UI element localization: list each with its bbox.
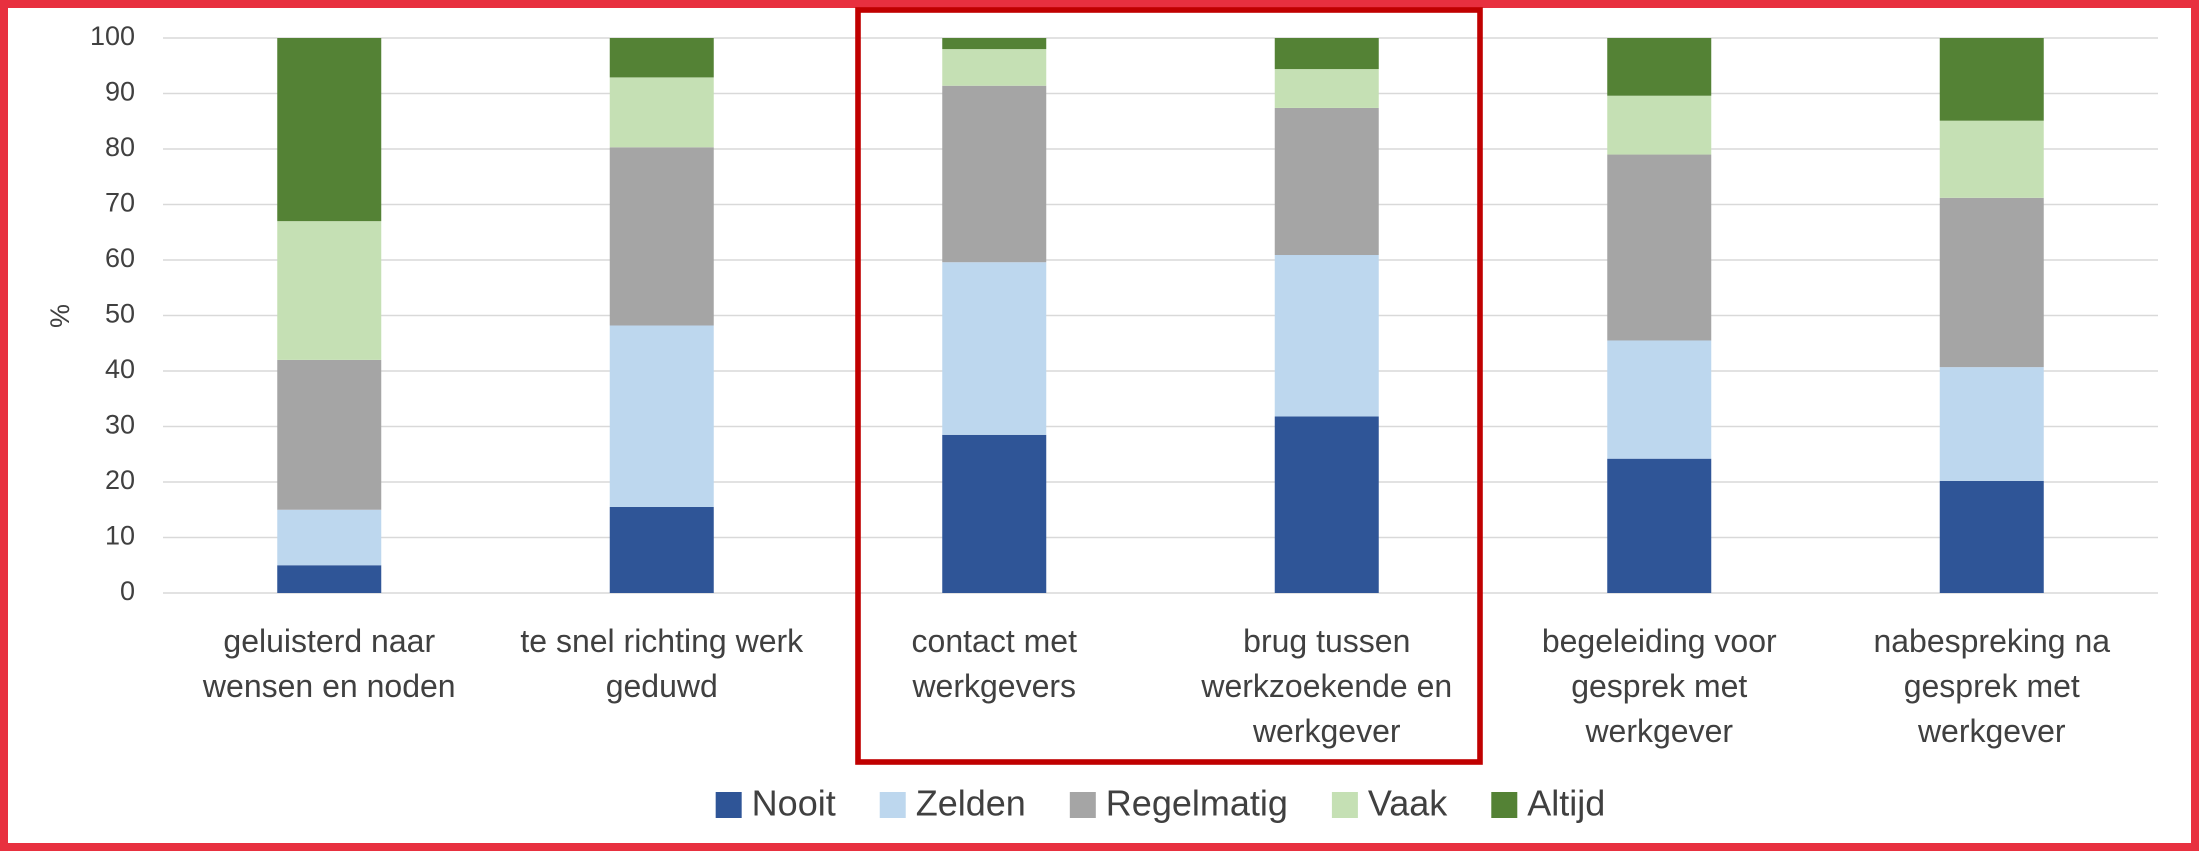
bar-segment (1274, 38, 1379, 70)
bar-segment (1607, 38, 1712, 96)
y-tick-label: 50 (105, 299, 135, 329)
x-tick-label: brug tussen werkzoekende en werkgever (1200, 623, 1452, 749)
legend-item: Zelden (879, 783, 1026, 824)
legend-swatch (715, 792, 742, 818)
legend-swatch (879, 792, 906, 818)
bar-segment (277, 38, 382, 222)
bar-segment (1939, 480, 2044, 593)
bar-segment (609, 38, 714, 78)
bar-segment (609, 77, 714, 148)
legend-label: Regelmatig (1106, 783, 1288, 824)
y-tick-label: 90 (105, 77, 135, 107)
y-axis-label: % (45, 304, 75, 328)
bar-segment (1607, 340, 1712, 459)
bar-segment (942, 38, 1047, 50)
legend-label: Zelden (916, 783, 1026, 824)
bar-segment (1274, 416, 1379, 593)
y-tick-label: 20 (105, 465, 135, 495)
bar-segment (277, 565, 382, 593)
y-tick-label: 40 (105, 354, 135, 384)
bar-segment (1607, 154, 1712, 341)
grid (163, 37, 2158, 594)
bar-segment (942, 49, 1047, 86)
legend-swatch (1491, 792, 1518, 818)
x-tick-label: te snel richting werk geduwd (520, 623, 804, 704)
bar-segment (942, 262, 1047, 435)
y-tick-label: 80 (105, 132, 135, 162)
bar-segment (1939, 38, 2044, 121)
highlight-box (855, 7, 1483, 765)
legend-label: Altijd (1527, 783, 1605, 824)
bar-segment (1607, 458, 1712, 593)
legend-item: Nooit (715, 783, 836, 824)
bar-segment (277, 221, 382, 360)
y-tick-label: 10 (105, 521, 135, 551)
y-tick-label: 60 (105, 243, 135, 273)
bar-segment (609, 147, 714, 326)
bar-segment (1939, 367, 2044, 481)
bars (277, 38, 2044, 593)
bar-segment (942, 434, 1047, 593)
legend-label: Nooit (752, 783, 836, 824)
bar-segment (1274, 255, 1379, 417)
legend-swatch (1069, 792, 1096, 818)
x-tick-label: contact met werkgevers (911, 623, 1077, 704)
bar-segment (1274, 107, 1379, 256)
y-tick-label: 70 (105, 188, 135, 218)
x-tick-label: begeleiding voor gesprek met werkgever (1542, 623, 1777, 749)
y-tick-label: 100 (90, 21, 135, 51)
x-tick-label: geluisterd naar wensen en noden (202, 623, 456, 704)
bar-segment (277, 509, 382, 566)
y-tick-label: 0 (120, 576, 135, 606)
bar-segment (277, 359, 382, 510)
legend-item: Regelmatig (1069, 783, 1288, 824)
y-tick-label: 30 (105, 410, 135, 440)
bar-segment (1607, 95, 1712, 155)
bar-segment (609, 506, 714, 593)
legend-item: Altijd (1491, 783, 1605, 824)
x-tick-label: nabespreking na gesprek met werkgever (1873, 623, 2110, 749)
legend-item: Vaak (1331, 783, 1448, 824)
bar-segment (1939, 120, 2044, 198)
bar-segment (942, 85, 1047, 263)
legend-label: Vaak (1368, 783, 1448, 824)
legend-swatch (1331, 792, 1358, 818)
bar-segment (609, 325, 714, 507)
bar-segment (1939, 197, 2044, 368)
bar-segment (1274, 69, 1379, 108)
